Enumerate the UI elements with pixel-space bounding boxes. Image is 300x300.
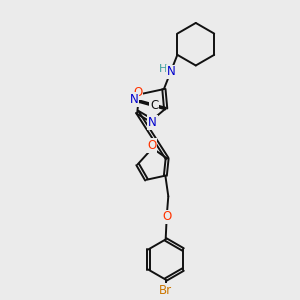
Text: N: N: [167, 65, 176, 79]
Text: Br: Br: [159, 284, 172, 297]
Text: N: N: [148, 116, 157, 129]
Text: H: H: [158, 64, 167, 74]
Text: O: O: [133, 86, 142, 99]
Text: O: O: [163, 211, 172, 224]
Text: C: C: [150, 99, 159, 112]
Text: N: N: [129, 93, 138, 106]
Text: O: O: [147, 139, 156, 152]
